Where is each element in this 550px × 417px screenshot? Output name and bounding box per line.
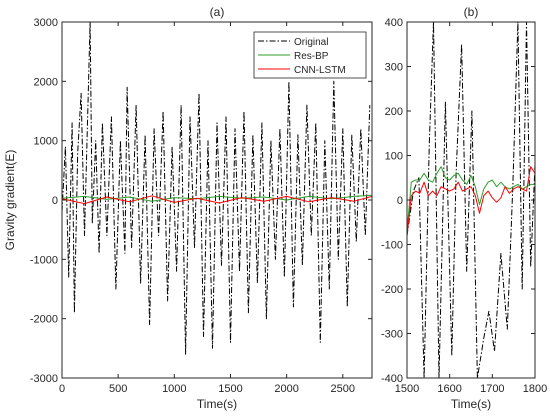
series-line-a-2 (62, 195, 372, 205)
y-tick-label-b: -100 (381, 240, 403, 252)
x-tick-label-b: 1700 (480, 383, 504, 395)
series-line-b-1 (407, 166, 535, 232)
x-tick-label-b: 1800 (523, 383, 547, 395)
y-tick-label-b: 200 (385, 106, 403, 118)
legend-label-res-bp: Res-BP (294, 51, 329, 62)
y-tick-label-a: 2000 (34, 76, 58, 88)
panel-b: (b) Time(s) 1500 1600 1700 1800 -400 -300 -200… (381, 5, 547, 411)
y-tick-label-a: 0 (52, 195, 58, 207)
x-tick-label-a: 500 (109, 383, 127, 395)
x-tick-label-a: 1000 (162, 383, 186, 395)
x-tick-label-a: 1500 (218, 383, 242, 395)
x-tick-label-b: 1600 (437, 383, 461, 395)
series-line-b-2 (407, 166, 535, 236)
x-tick-label-a: 2500 (331, 383, 355, 395)
y-tick-label-b: 100 (385, 151, 403, 163)
axes-box-a (61, 21, 373, 379)
x-tick-label-a: 0 (59, 383, 65, 395)
y-tick-label-a: -2000 (30, 314, 58, 326)
x-tick-label-a: 2000 (274, 383, 298, 395)
y-tick-label-a: -3000 (30, 373, 58, 385)
y-tick-label-b: -200 (381, 284, 403, 296)
legend: Original Res-BP CNN-LSTM (253, 31, 367, 79)
y-tick-label-b: -400 (381, 373, 403, 385)
y-tick-label-a: -1000 (30, 254, 58, 266)
ticks-a: 0 500 1000 1500 2000 2500 -3000 -2000 -1000 0 1000… (30, 17, 372, 395)
ticks-b: 1500 1600 1700 1800 -400 -300 -200 -100 0 100 200 3… (381, 17, 547, 395)
panel-a: (a) Gravity gradient(E) Time(s) 0 500 1000… (3, 5, 373, 411)
y-tick-label-a: 1000 (34, 136, 58, 148)
legend-label-cnn-lstm: CNN-LSTM (294, 65, 346, 76)
x-tick-label-b: 1500 (395, 383, 419, 395)
series-line-b-0 (407, 22, 535, 378)
series-group-b (407, 22, 535, 378)
y-tick-label-b: 300 (385, 62, 403, 74)
y-tick-label-b: 400 (385, 17, 403, 29)
panel-b-title: (b) (464, 5, 479, 19)
y-tick-label-b: -300 (381, 329, 403, 341)
y-tick-label-b: 0 (397, 195, 403, 207)
x-axis-label-a: Time(s) (197, 397, 237, 411)
series-line-a-0 (62, 22, 371, 355)
y-tick-label-a: 3000 (34, 17, 58, 29)
panel-a-title: (a) (210, 5, 225, 19)
axes-box-b (406, 21, 536, 379)
series-group-a (62, 22, 372, 355)
legend-label-original: Original (294, 37, 328, 48)
x-axis-label-b: Time(s) (451, 397, 491, 411)
y-axis-label: Gravity gradient(E) (3, 150, 17, 251)
